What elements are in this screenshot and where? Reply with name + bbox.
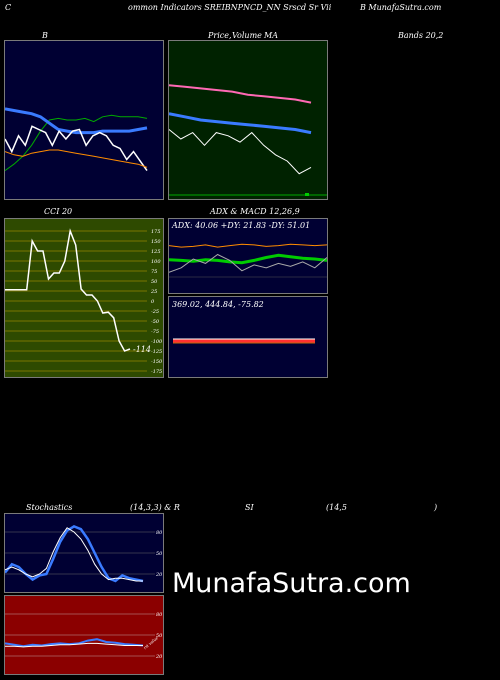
rsi-close: ) — [434, 503, 438, 512]
rsi-signal-line — [5, 642, 143, 648]
stochastics-chart: 80 50 20 — [5, 525, 163, 583]
volume-title: Volume — [232, 31, 262, 40]
price-line — [169, 129, 312, 175]
cci-tick-label: 150 — [151, 239, 161, 245]
cci-tick-label: -125 — [151, 349, 162, 355]
rsi-panel: 80 50 20 rsi value — [4, 595, 164, 675]
watermark: MunafaSutra.com — [172, 568, 411, 599]
ma-blue-line — [169, 112, 312, 135]
header-title: ommon Indicators SREIBNPNCD_NN Srscd Sr … — [128, 3, 332, 12]
cci-line — [5, 228, 131, 352]
cci-tick-label: -175 — [151, 369, 162, 375]
cci-tick-label: 25 — [150, 289, 157, 295]
bands-title: Bands 20,2 — [398, 31, 444, 40]
adx-values-label: ADX: 40.06 +DY: 21.83 -DY: 51.01 — [171, 221, 310, 230]
cci-tick-label: 125 — [151, 249, 161, 255]
stoch-title: Stochastics — [26, 503, 73, 512]
rsi-tick-label: 20 — [155, 654, 163, 660]
macd-panel: 369.02, 444.84, -75.82 — [168, 296, 328, 378]
macd-values-label: 369.02, 444.84, -75.82 — [172, 300, 264, 309]
price-chart — [169, 84, 327, 196]
stochastics-d-line — [5, 527, 143, 582]
stochastics-k-line — [5, 525, 144, 583]
cci-tick-label: 50 — [151, 279, 158, 285]
stoch-params: (14,3,3) & R — [130, 503, 180, 512]
ma-pink-line — [169, 84, 312, 104]
rsi-params: (14,5 — [326, 503, 347, 512]
rsi-value-label: rsi value — [142, 635, 159, 650]
price-title: Price, — [208, 31, 232, 40]
adx-plus-di-line — [169, 253, 327, 273]
header-left: C — [5, 3, 12, 12]
adx-main-line — [169, 253, 327, 265]
adx-minus-di-line — [169, 243, 327, 248]
bb-middle-line — [5, 107, 148, 135]
stochastics-tick-label: 20 — [155, 572, 163, 578]
rsi-tick-label: 50 — [156, 633, 163, 639]
price-panel — [168, 40, 328, 200]
rsi-line — [5, 638, 144, 648]
adx-panel: ADX: 40.06 +DY: 21.83 -DY: 51.01 — [168, 218, 328, 294]
cci-tick-label: -100 — [151, 339, 163, 345]
cci-last-value-label: -114 — [133, 345, 151, 354]
cci-tick-label: 0 — [151, 299, 155, 305]
cci-tick-label: 100 — [151, 259, 161, 265]
cci-chart: 175 150 125 100 75 50 25 0 -25 -50 -75 -100 -125 -150… — [5, 228, 163, 375]
cci-tick-label: 175 — [151, 229, 161, 235]
header-right: B MunafaSutra.com — [360, 3, 442, 12]
cci-tick-label: -25 — [151, 309, 159, 315]
bb-title: B — [42, 31, 48, 40]
bb-price-line — [5, 125, 148, 172]
cci-tick-label: 75 — [151, 269, 157, 275]
adx-title: ADX & MACD 12,26,9 — [210, 207, 300, 216]
rsi-title: SI — [245, 503, 254, 512]
macd-chart: 369.02, 444.84, -75.82 — [172, 300, 315, 344]
ma-title: MA — [264, 31, 278, 40]
rsi-chart: 80 50 20 rsi value — [5, 612, 163, 660]
volume-bar — [305, 193, 309, 196]
rsi-tick-label: 80 — [156, 612, 163, 618]
cci-tick-label: -75 — [151, 329, 159, 335]
bollinger-chart — [5, 107, 148, 172]
stochastics-panel: 80 50 20 — [4, 513, 164, 593]
bb-lower-band-line — [5, 149, 148, 168]
cci-panel: 175 150 125 100 75 50 25 0 -25 -50 -75 -100 -125 -150… — [4, 218, 164, 378]
bb-upper-band-line — [5, 114, 148, 172]
stochastics-tick-label: 50 — [156, 551, 163, 557]
stochastics-tick-label: 80 — [156, 530, 163, 536]
cci-tick-label: -50 — [151, 319, 160, 325]
adx-chart: ADX: 40.06 +DY: 21.83 -DY: 51.01 — [169, 221, 327, 278]
cci-title: CCI 20 — [44, 207, 73, 216]
bollinger-panel — [4, 40, 164, 200]
cci-tick-label: -150 — [151, 359, 163, 365]
